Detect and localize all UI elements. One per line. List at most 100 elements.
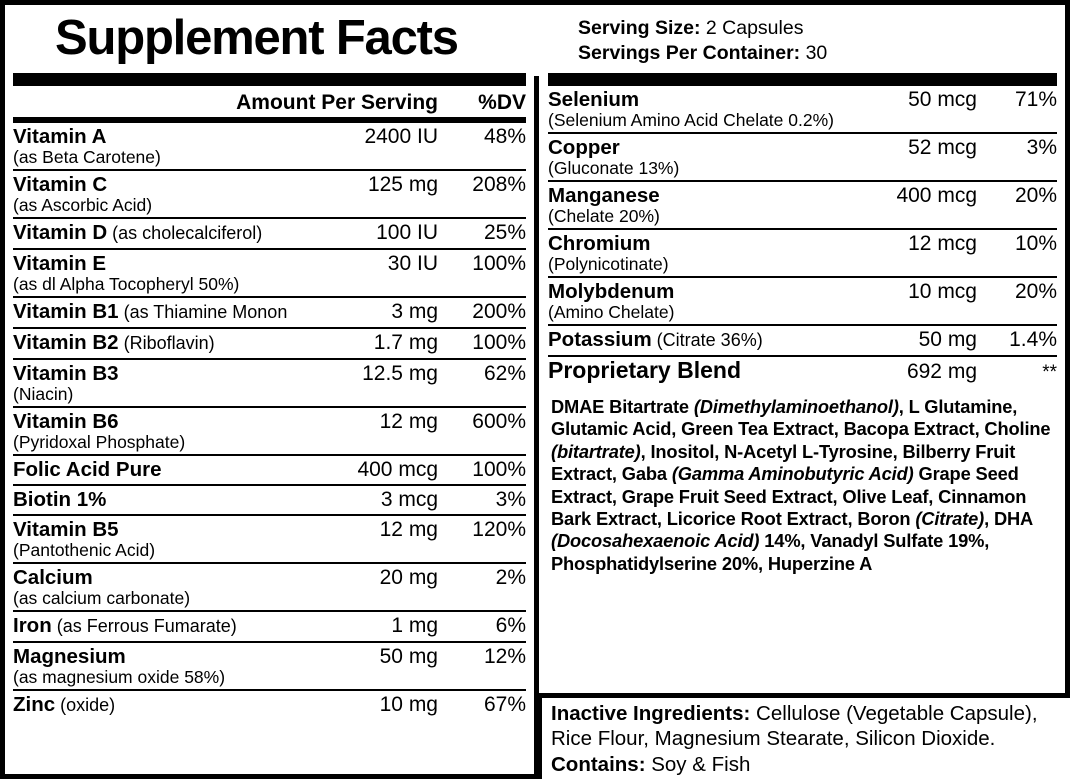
nutrient-amount: 12 mg [379, 518, 438, 541]
header-rule [13, 117, 526, 123]
nutrient-source: (Chelate 20%) [548, 206, 660, 226]
nutrient-dv: 67% [483, 693, 526, 716]
nutrient-amount: 125 mg [367, 173, 438, 196]
nutrient-name: Copper [548, 136, 620, 159]
servings-per-container-label: Servings Per Container: [578, 42, 801, 64]
nutrient-dv: 100% [472, 252, 526, 275]
nutrient-source-inline: (oxide) [55, 695, 116, 715]
nutrient-name: Vitamin B3 [13, 362, 119, 385]
nutrient-name: Vitamin B2 (Riboflavin) [13, 331, 215, 354]
nutrient-name: Vitamin A [13, 125, 107, 148]
nutrient-dv: 600% [472, 410, 526, 433]
nutrient-amount: 2400 IU [364, 125, 438, 148]
nutrient-source: (as Beta Carotene) [13, 147, 161, 167]
proprietary-blend-dv: ** [1042, 362, 1057, 383]
proprietary-blend-name: Proprietary Blend [548, 358, 741, 383]
inactive-ingredients-panel: Inactive Ingredients: Cellulose (Vegetab… [537, 692, 1070, 779]
nutrient-row: Vitamin B1 (as Thiamine Mononitrate) 3 mg… [13, 296, 526, 327]
nutrient-amount: 50 mg [379, 645, 438, 668]
nutrient-name: Vitamin B1 (as Thiamine Mononitrate) [13, 299, 288, 325]
nutrient-source-inline: (as Thiamine Mononitrate) [123, 302, 288, 322]
nutrient-row: Manganese 400 mcg 20% (Chelate 20%) [548, 180, 1057, 228]
nutrient-dv: 3% [1026, 136, 1057, 159]
amount-per-serving-header: Amount Per Serving [236, 91, 438, 114]
proprietary-blend-amount: 692 mg [906, 360, 977, 383]
serving-info: Serving Size: 2 Capsules Servings Per Co… [555, 7, 1057, 66]
nutrient-amount: 20 mg [379, 566, 438, 589]
serving-size-line: Serving Size: 2 Capsules [578, 16, 1057, 41]
nutrient-amount: 1 mg [391, 614, 438, 637]
nutrient-amount: 3 mg [391, 300, 438, 323]
nutrient-amount: 52 mcg [908, 136, 977, 159]
nutrient-dv: 120% [472, 518, 526, 541]
nutrient-source: (as calcium carbonate) [13, 588, 191, 608]
top-divider-bar-right [548, 73, 1057, 86]
nutrient-name: Biotin 1% [13, 488, 107, 511]
nutrient-row: Vitamin A 2400 IU 48% (as Beta Carotene) [13, 123, 526, 169]
nutrition-columns: Amount Per Serving %DV Vitamin A 2400 IU 4… [5, 73, 1065, 779]
nutrient-amount: 12 mg [379, 410, 438, 433]
nutrient-amount: 10 mg [379, 693, 438, 716]
nutrient-source: (Selenium Amino Acid Chelate 0.2%) [548, 110, 834, 130]
nutrient-amount: 3 mcg [380, 488, 438, 511]
nutrient-dv: 12% [483, 645, 526, 668]
nutrient-row: Biotin 1% 3 mcg 3% [13, 484, 526, 514]
nutrient-amount: 1.7 mg [373, 331, 438, 354]
nutrient-amount: 12 mcg [908, 232, 977, 255]
nutrient-row: Vitamin C 125 mg 208% (as Ascorbic Acid) [13, 169, 526, 217]
nutrient-row: Copper 52 mcg 3% (Gluconate 13%) [548, 132, 1057, 180]
nutrient-dv: 20% [1014, 184, 1057, 207]
nutrient-row: Chromium 12 mcg 10% (Polynicotinate) [548, 228, 1057, 276]
nutrient-name: Manganese [548, 184, 660, 207]
right-nutrient-column: Selenium 50 mcg 71% (Selenium Amino Acid Ch… [539, 73, 1065, 779]
top-divider-bar [13, 73, 526, 86]
nutrient-amount: 400 mcg [896, 184, 977, 207]
nutrient-row: Vitamin B3 12.5 mg 62% (Niacin) [13, 358, 526, 406]
nutrient-dv: 6% [495, 614, 526, 637]
nutrient-row: Zinc (oxide) 10 mg 67% [13, 689, 526, 720]
nutrient-row: Iron (as Ferrous Fumarate) 1 mg 6% [13, 610, 526, 641]
nutrient-row: Magnesium 50 mg 12% (as magnesium oxide 58%… [13, 641, 526, 689]
nutrient-row: Folic Acid Pure 400 mcg 100% [13, 454, 526, 484]
nutrient-name: Vitamin B6 [13, 410, 119, 433]
nutrient-name: Vitamin B5 [13, 518, 119, 541]
nutrient-name: Calcium [13, 566, 93, 589]
nutrient-name: Selenium [548, 88, 640, 111]
nutrient-name: Molybdenum [548, 280, 675, 303]
nutrient-source: (as dl Alpha Tocopheryl 50%) [13, 274, 240, 294]
nutrient-amount: 10 mcg [908, 280, 977, 303]
servings-per-container-line: Servings Per Container: 30 [578, 41, 1057, 66]
proprietary-blend-ingredients: DMAE Bitartrate (Dimethylaminoethanol), … [551, 396, 1051, 574]
nutrient-amount: 400 mcg [357, 458, 438, 481]
nutrient-row: Selenium 50 mcg 71% (Selenium Amino Acid Ch… [548, 86, 1057, 132]
nutrient-dv: 20% [1014, 280, 1057, 303]
nutrient-source: (Niacin) [13, 384, 74, 404]
nutrient-dv: 48% [483, 125, 526, 148]
nutrient-dv: 62% [483, 362, 526, 385]
nutrient-dv: 71% [1014, 88, 1057, 111]
serving-size-value: 2 Capsules [705, 17, 804, 39]
nutrient-source-inline: (Riboflavin) [118, 333, 215, 353]
proprietary-blend-row: Proprietary Blend 692 mg ** [548, 355, 1057, 387]
nutrient-source: (Polynicotinate) [548, 254, 669, 274]
nutrient-name: Vitamin C [13, 173, 108, 196]
serving-size-label: Serving Size: [578, 17, 701, 39]
left-nutrient-rows: Vitamin A 2400 IU 48% (as Beta Carotene) Vit… [13, 123, 526, 720]
nutrient-dv: 25% [483, 221, 526, 244]
nutrient-row: Calcium 20 mg 2% (as calcium carbonate) [13, 562, 526, 610]
nutrient-amount: 100 IU [376, 221, 438, 244]
nutrient-dv: 200% [472, 300, 526, 323]
nutrient-dv: 100% [472, 458, 526, 481]
nutrient-name: Iron (as Ferrous Fumarate) [13, 614, 237, 637]
nutrient-source-inline: (as cholecalciferol) [107, 223, 263, 243]
nutrient-amount: 50 mcg [908, 88, 977, 111]
servings-per-container-value: 30 [805, 42, 828, 64]
nutrient-source: (as magnesium oxide 58%) [13, 667, 226, 687]
right-nutrient-rows: Selenium 50 mcg 71% (Selenium Amino Acid Ch… [548, 86, 1057, 355]
nutrient-source: (as Ascorbic Acid) [13, 195, 153, 215]
nutrient-source-inline: (as Ferrous Fumarate) [51, 616, 237, 636]
column-headers: Amount Per Serving %DV [13, 86, 526, 117]
nutrient-row: Vitamin B2 (Riboflavin) 1.7 mg 100% [13, 327, 526, 358]
nutrient-dv: 10% [1014, 232, 1057, 255]
